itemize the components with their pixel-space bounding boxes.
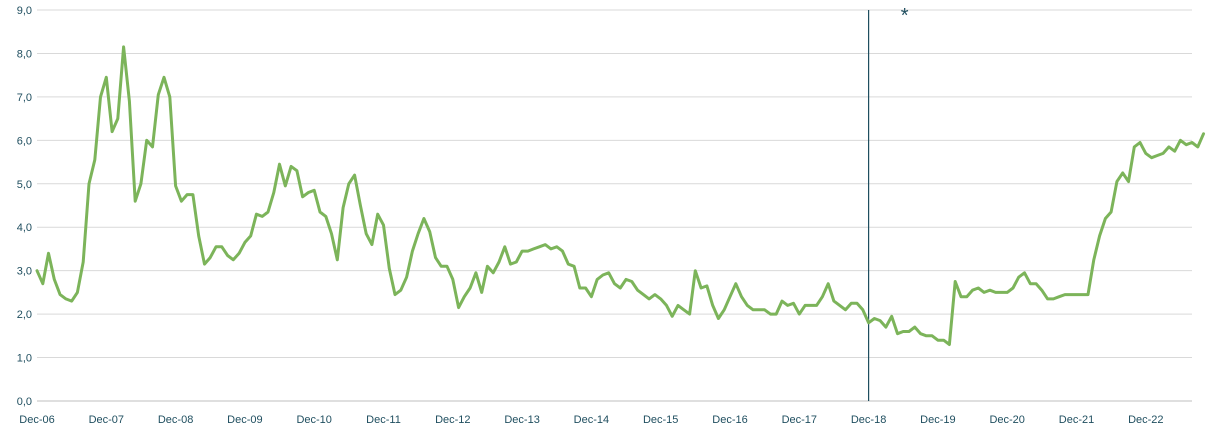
x-tick-label: Dec-10: [296, 414, 331, 426]
y-tick-label: 3,0: [17, 266, 32, 278]
x-tick-label: Dec-12: [435, 414, 470, 426]
y-tick-label: 7,0: [17, 92, 32, 104]
x-tick-label: Dec-18: [851, 414, 886, 426]
x-tick-label: Dec-21: [1059, 414, 1094, 426]
x-tick-label: Dec-13: [504, 414, 539, 426]
x-tick-label: Dec-19: [920, 414, 955, 426]
x-tick-label: Dec-15: [643, 414, 678, 426]
y-tick-label: 2,0: [17, 309, 32, 321]
y-tick-label: 6,0: [17, 135, 32, 147]
y-axis-tick-labels: 0,0 1,0 2,0 3,0 4,0 5,0 6,0 7,0 8,0 9,0: [17, 5, 32, 408]
y-tick-label: 1,0: [17, 353, 32, 365]
x-tick-label: Dec-11: [366, 414, 401, 426]
y-tick-label: 8,0: [17, 48, 32, 60]
y-tick-label: 9,0: [17, 5, 32, 17]
x-tick-label: Dec-06: [19, 414, 54, 426]
x-tick-label: Dec-09: [227, 414, 262, 426]
x-tick-label: Dec-14: [574, 414, 609, 426]
x-tick-label: Dec-22: [1128, 414, 1163, 426]
annotation-asterisk: *: [901, 5, 909, 27]
y-tick-label: 0,0: [17, 396, 32, 408]
x-tick-label: Dec-20: [989, 414, 1024, 426]
x-tick-label: Dec-07: [89, 414, 124, 426]
gridlines: [37, 9, 1192, 402]
x-axis-tick-labels: Dec-06 Dec-07 Dec-08 Dec-09 Dec-10 Dec-11 Dec-…: [19, 414, 1163, 426]
x-tick-label: Dec-08: [158, 414, 193, 426]
series-line: [35, 45, 1205, 346]
x-tick-label: Dec-16: [712, 414, 747, 426]
x-tick-label: Dec-17: [782, 414, 817, 426]
y-tick-label: 4,0: [17, 222, 32, 234]
y-tick-label: 5,0: [17, 179, 32, 191]
